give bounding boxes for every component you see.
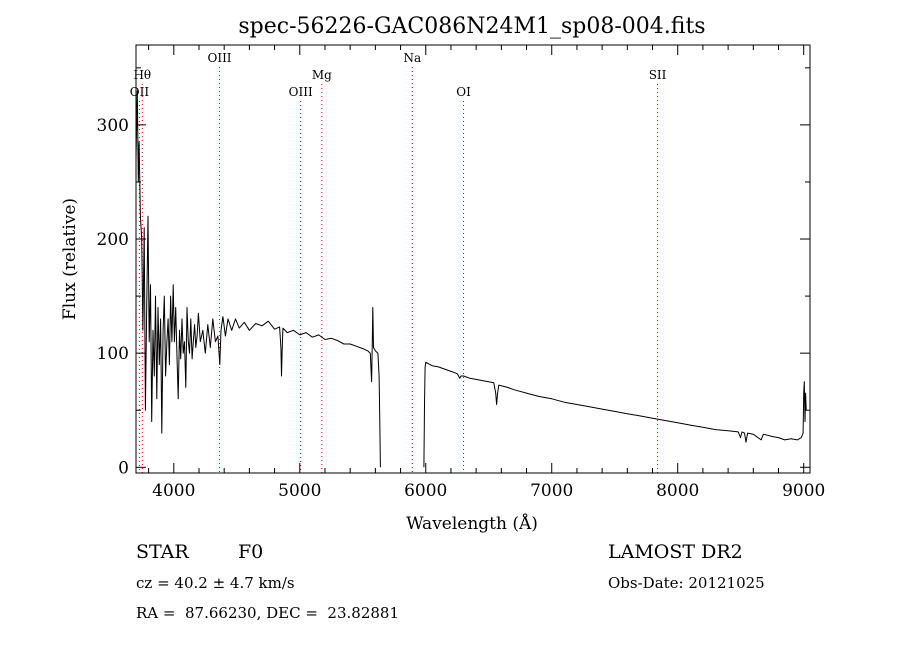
x-tick-label: 9000: [782, 481, 825, 501]
redshift-readout: cz = 40.2 ± 4.7 km/s: [136, 574, 295, 592]
y-tick-label: 100: [97, 344, 129, 364]
x-axis-title: Wavelength (Å): [406, 513, 538, 534]
x-tick-label: 4000: [152, 481, 195, 501]
y-tick-label: 300: [97, 116, 129, 136]
x-tick-label: 5000: [278, 481, 321, 501]
spectral-line-label: Hθ: [133, 68, 151, 82]
spectral-line-label: SII: [649, 68, 667, 82]
plot-frame: [135, 44, 811, 474]
x-tick-label: 7000: [530, 481, 573, 501]
coordinates-readout: RA = 87.66230, DEC = 23.82881: [136, 604, 400, 622]
spectral-line-label: OII: [130, 85, 150, 99]
observation-date: Obs-Date: 20121025: [608, 574, 765, 592]
y-tick-label: 200: [97, 230, 129, 250]
axis-ticks: 4000 5000 6000 7000 8000 9000 0 100 200 300: [97, 45, 825, 501]
x-tick-label: 6000: [404, 481, 447, 501]
object-subclass: F0: [238, 541, 264, 563]
spectral-line-label: Na: [403, 51, 421, 65]
spectral-line-label: OI: [456, 85, 471, 99]
spectrum-series: [135, 90, 807, 468]
spectrum-line: [135, 90, 381, 468]
spectral-line-label: Mg: [312, 68, 332, 82]
survey-name: LAMOST DR2: [608, 541, 743, 563]
spectral-line-label: OIII: [289, 85, 313, 99]
spectrum-line: [423, 361, 807, 468]
spectral-line-markers: OII Hθ OIII OIII Mg Na OI SII: [130, 51, 667, 473]
spectral-line-label: OIII: [207, 51, 231, 65]
object-class: STAR: [136, 541, 189, 563]
y-axis-title: Flux (relative): [60, 198, 80, 320]
chart-title: spec-56226-GAC086N24M1_sp08-004.fits: [238, 14, 705, 39]
y-tick-label: 0: [118, 458, 129, 478]
x-tick-label: 8000: [656, 481, 699, 501]
